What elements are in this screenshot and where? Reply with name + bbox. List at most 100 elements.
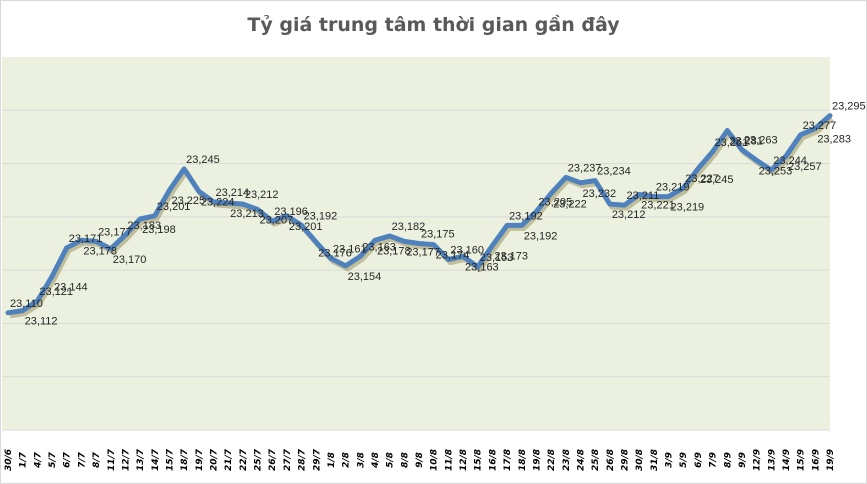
data-label: 23,245 [186,154,220,166]
chart-title: Tỷ giá trung tâm thời gian gần đây [247,14,620,36]
x-tick-label: 13/7 [136,448,146,471]
data-label: 23,183 [127,220,161,232]
x-tick-label: 24/8 [576,449,586,471]
x-tick-label: 18/8 [518,449,528,471]
x-tick-label: 26/8 [606,449,616,471]
data-label: 23,261 [715,137,749,149]
data-label: 23,178 [377,245,411,257]
x-tick-label: 15/7 [165,448,175,471]
data-label: 23,212 [245,189,279,201]
x-tick-label: 16/8 [488,449,498,471]
x-tick-label: 19/8 [532,449,542,471]
data-label: 23,219 [671,202,705,214]
data-label: 23,154 [348,271,382,283]
data-label: 23,232 [582,188,616,200]
x-tick-label: 25/7 [254,448,264,471]
x-tick-label: 6/7 [63,451,73,468]
x-tick-label: 19/7 [195,448,205,471]
data-label: 23,175 [421,229,455,241]
data-label: 23,221 [641,199,675,211]
x-tick-label: 13/9 [767,449,777,471]
data-label: 23,222 [553,198,587,210]
x-tick-label: 22/7 [239,448,249,471]
x-tick-label: 30/8 [635,449,645,471]
data-label: 23,245 [700,174,734,186]
x-tick-label: 16/9 [811,449,821,471]
x-tick-label: 8/8 [400,452,410,468]
data-label: 23,205 [538,197,572,209]
x-tick-label: 17/8 [503,449,513,471]
x-tick-label: 7/7 [77,451,87,468]
data-label: 23,174 [436,250,470,262]
x-tick-label: 15/9 [797,449,807,471]
x-tick-label: 15/8 [474,449,484,471]
data-label: 23,196 [274,206,308,218]
x-tick-label: 9/9 [738,452,748,468]
data-label: 23,192 [509,210,543,222]
data-label: 23,176 [318,247,352,259]
x-tick-label: 28/7 [298,448,308,471]
data-label: 23,213 [230,208,264,220]
x-tick-label: 11/7 [107,448,117,471]
data-label: 23,170 [113,254,147,266]
x-tick-label: 19/9 [826,449,836,471]
series-line [5,113,833,316]
data-label: 23,173 [494,251,528,263]
x-tick-label: 14/9 [782,449,792,471]
x-tick-label: 30/6 [4,449,14,471]
x-tick-label: 22/8 [547,449,557,471]
data-label: 23,163 [362,241,396,253]
x-tick-label: 23/8 [562,449,572,471]
data-label: 23,234 [597,166,631,178]
data-label: 23,110 [10,298,43,310]
data-label: 23,224 [201,196,235,208]
data-label: 23,177 [98,226,132,238]
data-label: 23,207 [260,214,294,226]
x-tick-label: 31/8 [650,449,660,471]
data-label: 23,227 [685,173,719,185]
x-tick-label: 3/8 [356,452,366,468]
x-tick-label: 12/7 [121,448,131,471]
data-label: 23,263 [744,135,778,147]
x-tick-label: 3/9 [665,452,675,468]
x-tick-label: 29/7 [312,448,322,471]
x-tick-label: 25/8 [591,449,601,471]
data-label: 23,237 [568,162,602,174]
data-label: 23,112 [25,316,58,328]
data-label: 23,160 [450,244,484,256]
data-label: 23,177 [406,246,440,258]
data-label: 23,182 [392,221,426,233]
x-tick-label: 8/9 [723,452,733,468]
data-label: 23,144 [54,282,88,294]
x-tick-label: 5/8 [386,452,396,468]
x-tick-label: 4/7 [33,451,43,469]
data-label: 23,198 [142,224,176,236]
x-tick-label: 5/7 [48,451,58,468]
x-tick-label: 26/7 [268,448,278,471]
data-label: 23,171 [69,233,103,245]
data-label: 23,201 [289,221,323,233]
data-label: 23,283 [817,133,851,145]
data-label: 23,214 [216,187,250,199]
x-tick-label: 5/9 [679,452,689,468]
x-tick-label: 11/8 [444,449,454,471]
x-tick-label: 14/7 [151,448,161,471]
data-label: 23,277 [803,120,837,132]
data-label: 23,257 [788,161,822,173]
data-label: 23,219 [656,182,690,194]
data-label: 23,253 [759,165,793,177]
data-label: 23,163 [465,261,499,273]
x-tick-label: 8/7 [92,451,102,468]
x-tick-label: 2/8 [342,452,352,468]
data-label: 23,178 [83,245,117,257]
data-label: 23,121 [39,286,73,298]
x-tick-label: 12/9 [753,449,763,471]
data-label: 23,212 [612,209,646,221]
data-label: 23,192 [524,230,558,242]
x-tick-label: 6/9 [694,452,704,468]
data-label: 23,161 [333,243,367,255]
x-tick-label: 7/9 [709,452,719,468]
data-label: 23,192 [304,210,338,222]
x-tick-label: 18/7 [180,448,190,471]
